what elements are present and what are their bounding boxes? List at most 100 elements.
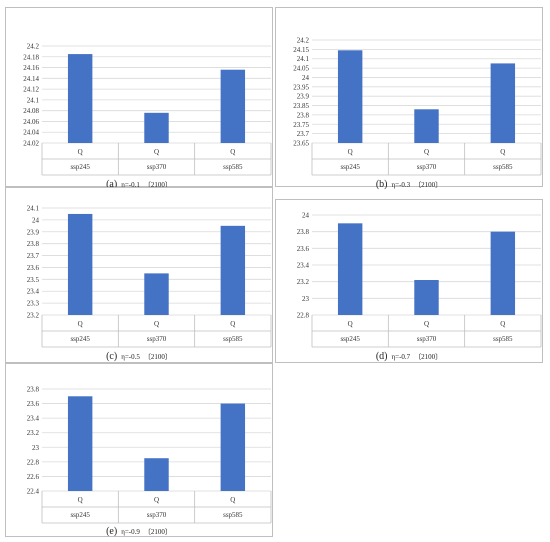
category-label: ssp245 bbox=[70, 335, 90, 343]
bar-series-label: Q bbox=[154, 320, 159, 328]
y-tick-label: 23.85 bbox=[293, 102, 309, 110]
category-label: ssp370 bbox=[147, 335, 167, 343]
category-label: ssp585 bbox=[493, 335, 513, 343]
category-label: ssp370 bbox=[417, 335, 437, 343]
y-tick-label: 23.4 bbox=[27, 288, 40, 296]
y-tick-label: 24.16 bbox=[23, 64, 39, 72]
y-tick-label: 23.75 bbox=[293, 121, 309, 129]
y-tick-label: 23.2 bbox=[297, 278, 310, 286]
y-tick-label: 24 bbox=[302, 212, 310, 220]
y-tick-label: 24.14 bbox=[23, 75, 39, 83]
caption-e-label: (e) bbox=[106, 526, 118, 537]
y-tick-label: 24.08 bbox=[23, 107, 39, 115]
chart-c-svg: 23.2 23.3 23.4 23.5 23.6 23.7 23.8 23.9 24 24.1 Qs… bbox=[27, 205, 272, 348]
caption-d-year: 〔2100〕 bbox=[414, 353, 443, 361]
bar-series-label: Q bbox=[78, 320, 83, 328]
category-label: ssp585 bbox=[223, 335, 243, 343]
y-tick-label: 23.3 bbox=[27, 300, 40, 308]
y-tick-label: 24.04 bbox=[23, 129, 39, 137]
caption-b-eta: η=-0.3 bbox=[391, 181, 411, 189]
bar-ssp585 bbox=[220, 403, 246, 491]
y-tick-label: 23.7 bbox=[297, 130, 310, 138]
y-tick-label: 23.4 bbox=[297, 262, 310, 270]
bar-ssp370 bbox=[144, 273, 169, 315]
bar-series-label: Q bbox=[424, 148, 429, 156]
y-tick-label: 24.2 bbox=[27, 43, 40, 51]
y-tick-label: 23.7 bbox=[27, 252, 40, 260]
y-tick-label: 22.6 bbox=[27, 473, 40, 481]
bar-ssp245 bbox=[67, 396, 93, 491]
bar-series-label: Q bbox=[500, 148, 505, 156]
chart-panel-a: 24.02 24.04 24.06 24.08 24.1 24.12 24.14 24.16 2… bbox=[5, 7, 273, 190]
y-tick-label: 24.1 bbox=[27, 205, 40, 213]
bar-series-label: Q bbox=[230, 496, 235, 504]
y-tick-label: 23.5 bbox=[27, 276, 40, 284]
y-tick-label: 23 bbox=[32, 444, 40, 452]
y-tick-label: 23.6 bbox=[27, 264, 40, 272]
category-label: ssp585 bbox=[493, 163, 513, 171]
caption-c-eta: η=-0.5 bbox=[121, 353, 140, 361]
y-tick-label: 24.1 bbox=[297, 55, 310, 63]
y-tick-label: 23.65 bbox=[293, 140, 309, 148]
bar-ssp370 bbox=[414, 109, 439, 143]
y-tick-label: 23 bbox=[302, 295, 310, 303]
bar-ssp585 bbox=[490, 63, 516, 144]
bar-ssp370 bbox=[414, 280, 439, 315]
y-tick-label: 23.8 bbox=[297, 228, 310, 236]
bar-series-label: Q bbox=[78, 148, 83, 156]
bar-ssp585 bbox=[220, 225, 246, 315]
caption-a: (a) η=-0.1 〔2100〕 bbox=[6, 174, 272, 192]
y-tick-label: 24.06 bbox=[23, 118, 39, 126]
bar-ssp585 bbox=[220, 69, 246, 143]
category-label: ssp585 bbox=[223, 163, 243, 171]
caption-c: (c) η=-0.5 〔2100〕 bbox=[6, 346, 272, 364]
bar-series-label: Q bbox=[348, 320, 353, 328]
y-tick-label: 24.12 bbox=[23, 86, 39, 94]
bar-ssp245 bbox=[337, 223, 363, 315]
caption-d-eta: η=-0.7 bbox=[391, 353, 411, 361]
caption-b-label: (b) bbox=[375, 179, 388, 190]
bar-series-label: Q bbox=[424, 320, 429, 328]
y-tick-label: 23.4 bbox=[27, 415, 40, 423]
y-tick-label: 24.15 bbox=[293, 46, 309, 54]
caption-b-year: 〔2100〕 bbox=[414, 181, 443, 189]
caption-e-eta: η=-0.9 bbox=[121, 528, 140, 536]
caption-c-year: 〔2100〕 bbox=[143, 353, 172, 361]
bar-series-label: Q bbox=[230, 320, 235, 328]
bar-series-label: Q bbox=[500, 320, 505, 328]
chart-panel-b: 23.65 23.7 23.75 23.8 23.85 23.9 23.95 24 24.05 2… bbox=[275, 7, 543, 190]
bar-ssp370 bbox=[144, 458, 169, 491]
caption-e: (e) η=-0.9 〔2100〕 bbox=[6, 521, 272, 539]
y-tick-label: 23.9 bbox=[27, 228, 40, 236]
caption-d-label: (d) bbox=[375, 351, 388, 362]
bar-ssp370 bbox=[144, 112, 169, 143]
category-label: ssp585 bbox=[223, 511, 243, 519]
bar-ssp245 bbox=[337, 50, 363, 143]
y-tick-label: 24 bbox=[32, 216, 40, 224]
bar-series-label: Q bbox=[154, 148, 159, 156]
caption-c-label: (c) bbox=[106, 351, 118, 362]
category-label: ssp245 bbox=[340, 335, 360, 343]
category-label: ssp245 bbox=[70, 511, 90, 519]
y-tick-label: 24.18 bbox=[23, 53, 39, 61]
y-tick-label: 23.6 bbox=[297, 245, 310, 253]
y-tick-label: 24.02 bbox=[23, 140, 39, 148]
y-tick-label: 24.05 bbox=[293, 65, 309, 73]
caption-d: (d) η=-0.7 〔2100〕 bbox=[276, 346, 542, 364]
bar-series-label: Q bbox=[78, 496, 83, 504]
category-label: ssp245 bbox=[70, 163, 90, 171]
y-tick-label: 22.4 bbox=[27, 488, 40, 496]
caption-e-year: 〔2100〕 bbox=[143, 528, 172, 536]
y-tick-label: 23.6 bbox=[27, 400, 40, 408]
bar-ssp245 bbox=[67, 213, 93, 315]
bar-series-label: Q bbox=[230, 148, 235, 156]
y-tick-label: 22.8 bbox=[297, 312, 310, 320]
category-label: ssp370 bbox=[417, 163, 437, 171]
y-tick-label: 23.8 bbox=[297, 111, 310, 119]
